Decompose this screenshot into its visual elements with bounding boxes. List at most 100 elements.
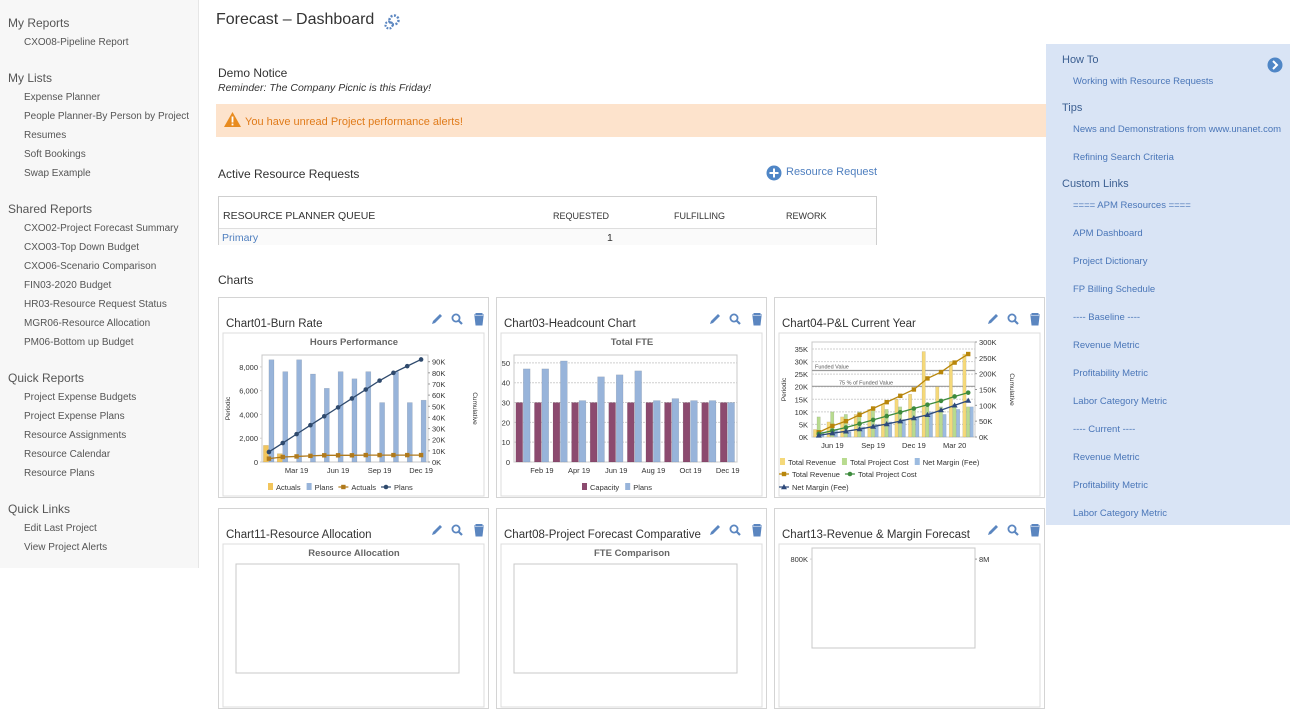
delete-icon[interactable] xyxy=(752,524,762,537)
delete-icon[interactable] xyxy=(474,524,484,537)
report-link[interactable]: People Planner-By Person by Project xyxy=(24,111,190,122)
alert-bar[interactable]: You have unread Project performance aler… xyxy=(216,104,1046,137)
edit-icon[interactable] xyxy=(432,525,442,535)
zoom-icon-handle[interactable] xyxy=(735,319,741,325)
help-link[interactable]: Labor Category Metric xyxy=(1073,396,1167,407)
help-link[interactable]: Revenue Metric xyxy=(1073,452,1140,463)
bar xyxy=(597,376,605,463)
zoom-icon-handle[interactable] xyxy=(1013,319,1019,325)
edit-icon[interactable] xyxy=(988,314,998,324)
column-header: RESOURCE PLANNER QUEUE xyxy=(223,210,376,222)
chart-subtitle: Hours Performance xyxy=(310,337,398,348)
help-link[interactable]: Project Dictionary xyxy=(1073,256,1148,267)
zoom-icon[interactable] xyxy=(451,313,461,323)
report-link[interactable]: Resource Plans xyxy=(24,468,95,479)
bar xyxy=(310,373,316,463)
report-link[interactable]: Resource Assignments xyxy=(24,430,127,441)
zoom-icon-handle[interactable] xyxy=(735,530,741,536)
bar xyxy=(966,406,970,438)
help-link[interactable]: ==== APM Resources ==== xyxy=(1073,200,1191,211)
bar xyxy=(645,402,654,463)
chart-frame xyxy=(500,332,763,497)
edit-icon[interactable] xyxy=(710,525,720,535)
bar xyxy=(929,411,933,438)
help-link[interactable]: Labor Category Metric xyxy=(1073,508,1167,519)
report-link[interactable]: Resource Calendar xyxy=(24,449,111,460)
report-link[interactable]: Resumes xyxy=(24,130,67,141)
report-link[interactable]: CXO03-Top Down Budget xyxy=(24,242,140,253)
bar xyxy=(847,431,852,438)
help-link[interactable]: ---- Current ---- xyxy=(1073,424,1136,435)
zoom-icon-handle[interactable] xyxy=(457,530,463,536)
help-link[interactable]: ---- Baseline ---- xyxy=(1073,312,1141,323)
add-icon[interactable] xyxy=(766,165,782,181)
line-marker xyxy=(294,454,299,459)
zoom-icon[interactable] xyxy=(1007,524,1017,534)
report-link[interactable]: Expense Planner xyxy=(24,92,101,103)
alert-text[interactable]: You have unread Project performance aler… xyxy=(245,116,463,128)
edit-icon[interactable] xyxy=(432,314,442,324)
delete-icon[interactable] xyxy=(474,313,484,326)
help-link[interactable]: APM Dashboard xyxy=(1073,228,1143,239)
zoom-icon-handle[interactable] xyxy=(457,319,463,325)
legend-swatch xyxy=(625,483,631,490)
zoom-icon[interactable] xyxy=(451,524,461,534)
column-header: REQUESTED xyxy=(553,211,610,221)
queue-link[interactable]: Primary xyxy=(222,232,259,244)
report-link[interactable]: Project Expense Plans xyxy=(24,411,125,422)
y-tick-label: 30K xyxy=(795,358,808,367)
zoom-icon[interactable] xyxy=(729,524,739,534)
line-marker xyxy=(405,452,410,458)
add-resource-request[interactable]: Resource Request xyxy=(786,166,878,178)
help-link[interactable]: Refining Search Criteria xyxy=(1073,152,1174,163)
line-marker xyxy=(280,440,286,446)
sidebar-section: My Lists Expense Planner People Planner-By… xyxy=(0,69,198,183)
chart-title: Chart13-Revenue & Margin Forecast xyxy=(782,529,971,541)
report-link[interactable]: PM06-Bottom up Budget xyxy=(24,337,134,348)
bar xyxy=(956,409,961,438)
delete-icon[interactable] xyxy=(1030,524,1040,537)
line-marker xyxy=(815,432,822,438)
delete-icon[interactable] xyxy=(1030,313,1040,326)
help-link[interactable]: Profitability Metric xyxy=(1073,480,1148,491)
zoom-icon[interactable] xyxy=(1007,313,1017,323)
help-link[interactable]: FP Billing Schedule xyxy=(1073,284,1156,295)
report-link[interactable]: MGR06-Resource Allocation xyxy=(24,318,151,329)
delete-icon[interactable] xyxy=(752,313,762,326)
x-tick-label: Dec 19 xyxy=(902,441,926,450)
page-title: Forecast – Dashboard xyxy=(216,11,375,28)
settings-icon[interactable] xyxy=(383,13,401,31)
legend-swatch xyxy=(780,458,785,465)
edit-icon[interactable] xyxy=(710,314,720,324)
help-title: Tips xyxy=(1062,102,1083,114)
report-link[interactable]: Project Expense Budgets xyxy=(24,392,137,403)
sidebar-section: My Reports CXO08-Pipeline Report xyxy=(0,14,198,52)
report-link[interactable]: FIN03-2020 Budget xyxy=(24,280,112,291)
bar xyxy=(911,409,916,438)
report-link[interactable]: Edit Last Project xyxy=(24,523,97,534)
report-link[interactable]: Soft Bookings xyxy=(24,149,86,160)
report-link[interactable]: CXO02-Project Forecast Summary xyxy=(24,223,179,234)
notice-message: Reminder: The Company Picnic is this Fri… xyxy=(218,82,431,94)
edit-icon[interactable] xyxy=(988,525,998,535)
bar xyxy=(874,424,879,438)
line-marker xyxy=(938,407,945,413)
help-link[interactable]: Revenue Metric xyxy=(1073,340,1140,351)
section-title: My Reports xyxy=(8,16,70,30)
bar xyxy=(861,426,865,438)
report-link[interactable]: CXO06-Scenario Comparison xyxy=(24,261,157,272)
collapse-icon[interactable] xyxy=(1267,57,1283,73)
report-link[interactable]: HR03-Resource Request Status xyxy=(24,299,167,310)
help-link[interactable]: News and Demonstrations from www.unanet.… xyxy=(1073,124,1282,135)
report-link[interactable]: View Project Alerts xyxy=(24,542,108,553)
report-link[interactable]: Swap Example xyxy=(24,168,91,179)
chart-panel: Chart01-Burn Rate Hours Performance 0 2,000… xyxy=(218,297,489,498)
zoom-icon[interactable] xyxy=(729,313,739,323)
help-link[interactable]: Working with Resource Requests xyxy=(1073,76,1214,87)
help-link[interactable]: Profitability Metric xyxy=(1073,368,1148,379)
line xyxy=(818,353,969,433)
line-marker xyxy=(294,431,299,437)
chart: Chart03-Headcount Chart Total FTE 0 10 20 30 4… xyxy=(500,313,763,497)
report-link[interactable]: CXO08-Pipeline Report xyxy=(24,37,129,48)
zoom-icon-handle[interactable] xyxy=(1013,530,1019,536)
